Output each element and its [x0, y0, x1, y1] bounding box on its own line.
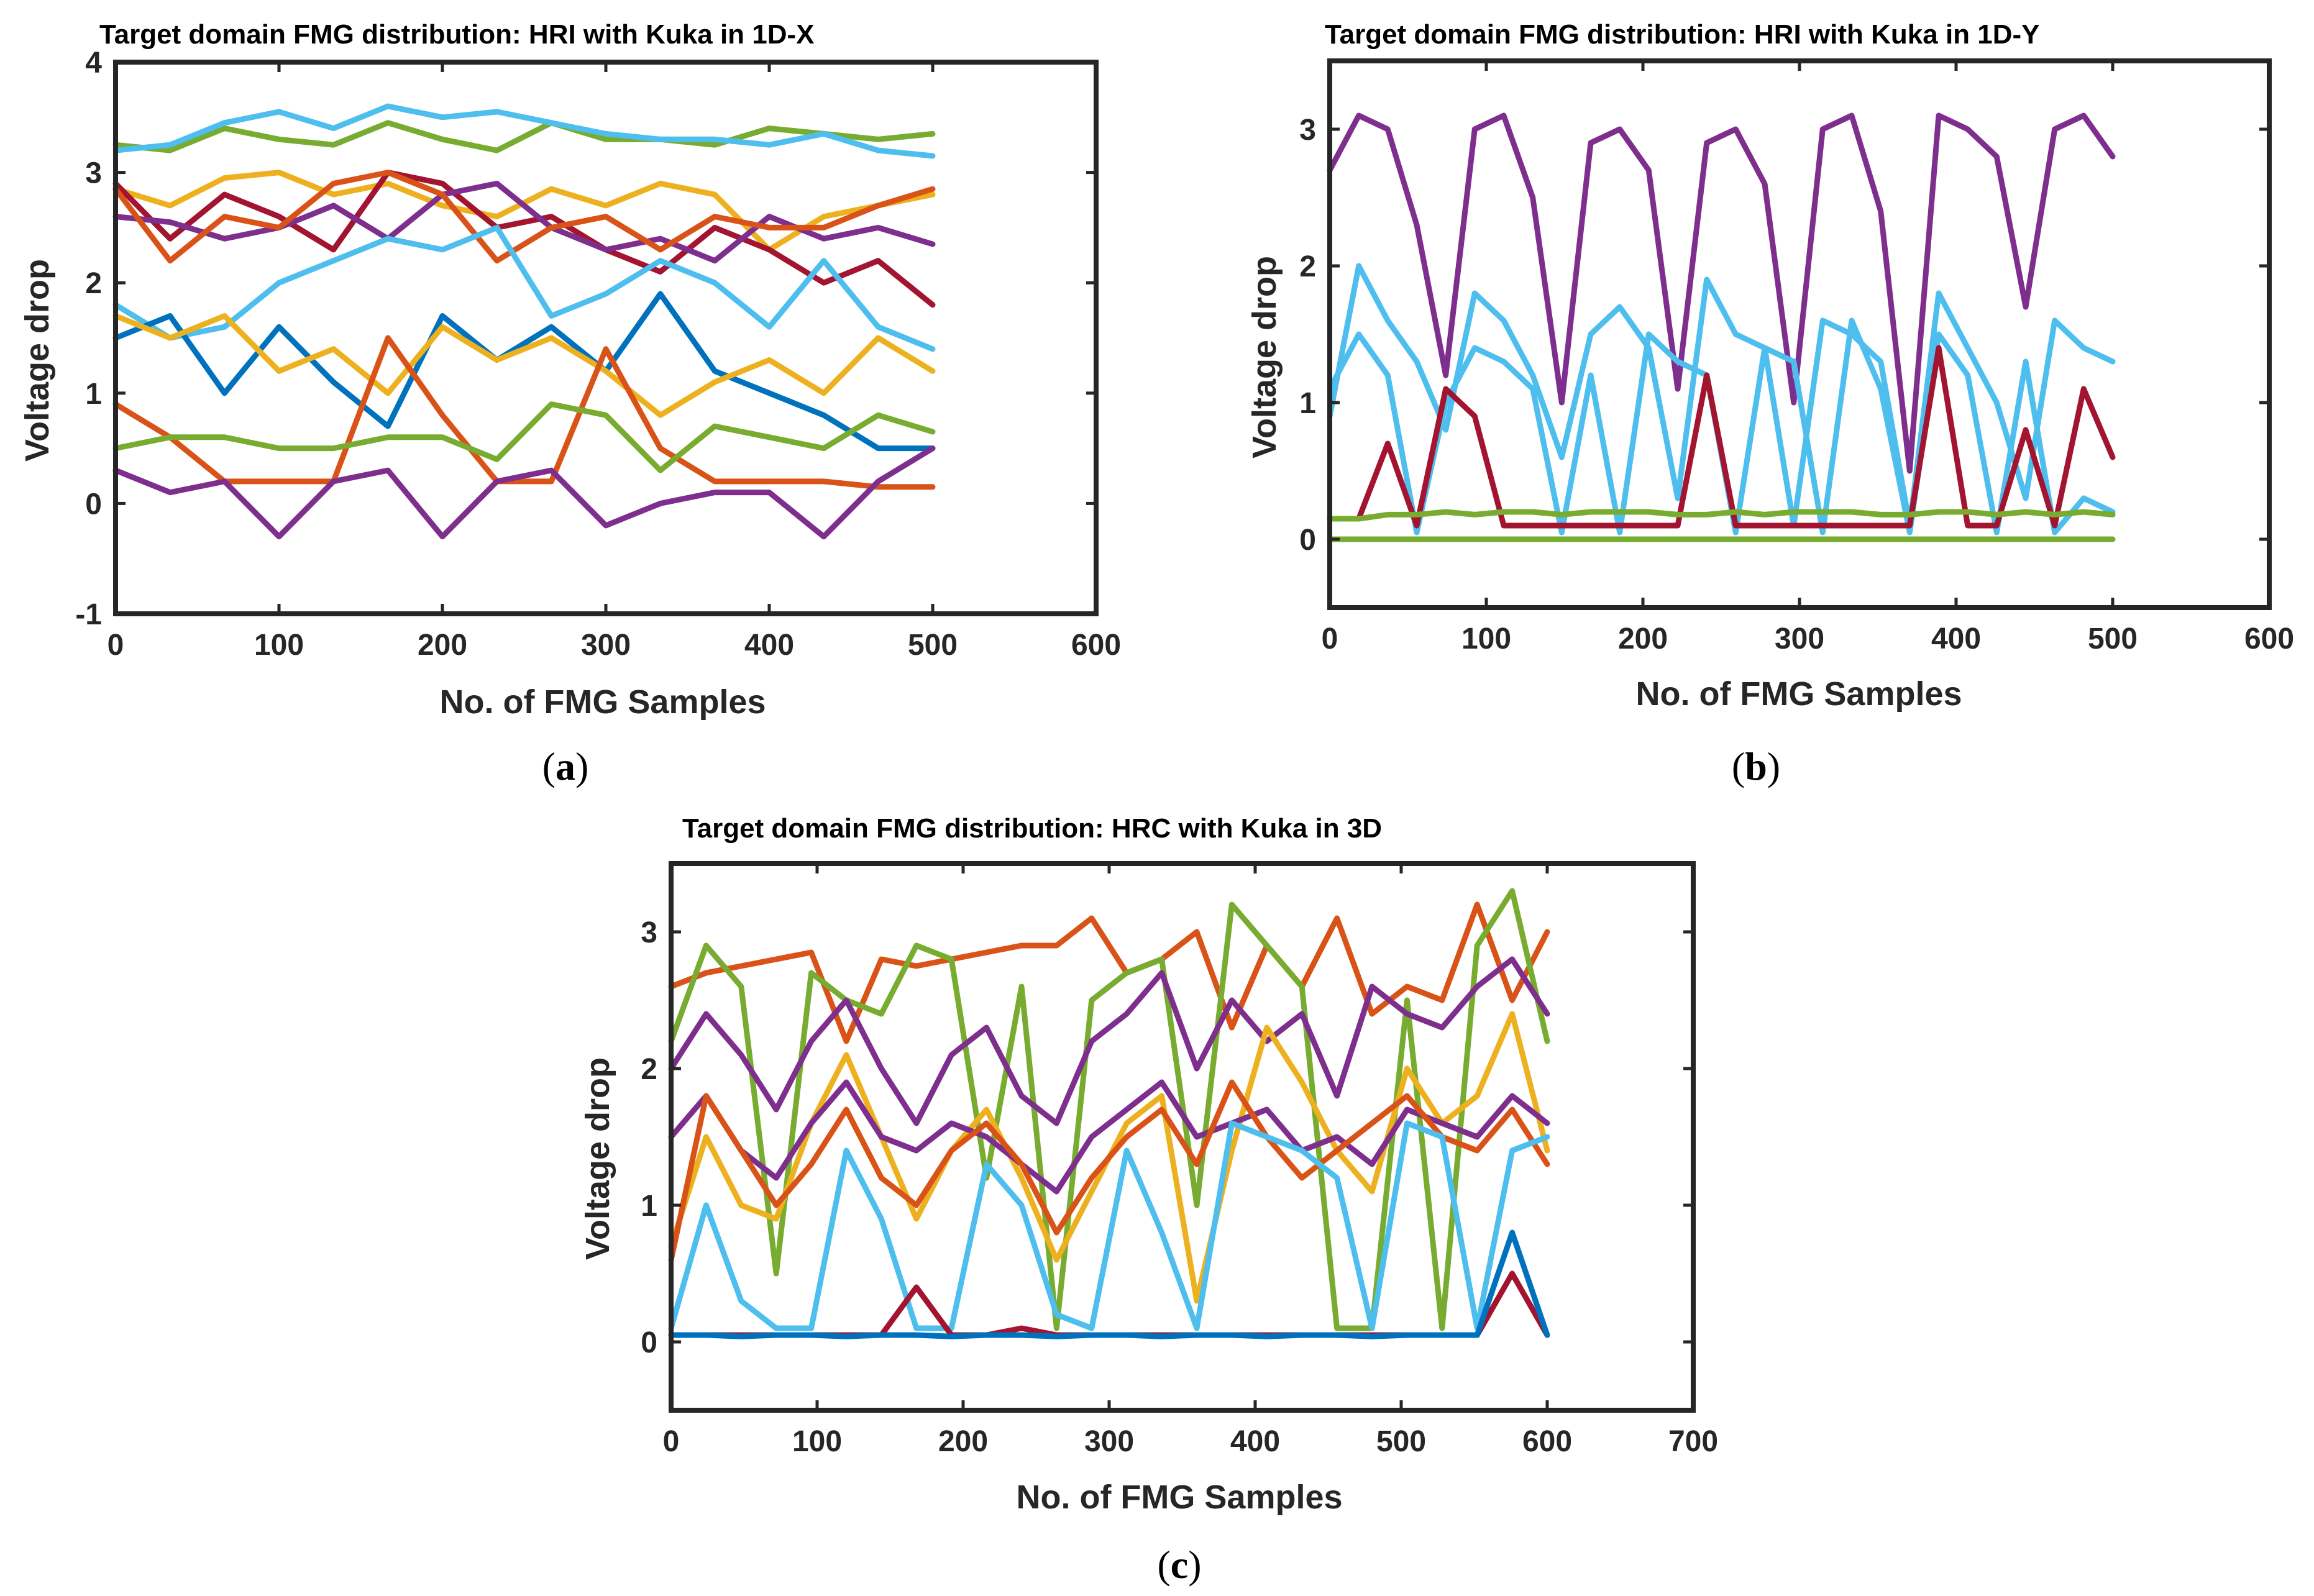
series-line-ch10	[112, 335, 936, 490]
panel-c-xlabel: No. of FMG Samples	[1016, 1479, 1342, 1516]
panel-a-caption-letter: a	[556, 744, 575, 788]
panel-b-plot: 0 100 200 300 400 500 600 0 1 2 3	[1299, 58, 2294, 655]
y-tick-label: 1	[85, 378, 102, 411]
panel-b-caption: (b)	[1732, 744, 1780, 788]
series-line-ch7	[668, 1120, 1550, 1331]
y-tick-label: -1	[75, 598, 102, 631]
x-tick-label: 0	[107, 629, 124, 662]
panel-b-ylabel: Voltage drop	[1246, 256, 1283, 458]
series-line-ch6	[668, 1079, 1550, 1263]
series-line-ch2	[668, 888, 1550, 1331]
series-line-ch6	[112, 170, 936, 264]
panel-b-caption-letter: b	[1745, 744, 1767, 788]
x-tick-label: 300	[1084, 1425, 1134, 1458]
x-tick-label: 700	[1668, 1425, 1718, 1458]
series-line-ch2	[1327, 263, 2116, 529]
y-tick-label: 1	[1299, 387, 1316, 420]
y-tick-label: 0	[641, 1326, 657, 1359]
x-tick-label: 300	[1775, 622, 1824, 655]
series-line-ch1	[112, 120, 936, 153]
panel-b: Target domain FMG distribution: HRI with…	[1246, 19, 2294, 788]
x-tick-label: 600	[1522, 1425, 1572, 1458]
series-line-ch4	[112, 170, 936, 308]
panel-c-plot: 0 100 200 300 400 500 600 700 0 1 2 3	[641, 861, 1718, 1458]
series-line-ch9	[668, 1229, 1550, 1339]
series-line-ch11	[112, 401, 936, 473]
x-tick-label: 400	[1931, 622, 1981, 655]
x-tick-label: 200	[418, 629, 467, 662]
x-tick-label: 400	[1230, 1425, 1280, 1458]
panel-c-title: Target domain FMG distribution: HRC with…	[682, 813, 1382, 844]
x-tick-label: 500	[1376, 1425, 1426, 1458]
panel-c-caption: (c)	[1157, 1543, 1201, 1587]
series-line-ch3	[668, 956, 1550, 1126]
x-tick-label: 400	[744, 629, 794, 662]
series-line-ch1	[668, 901, 1550, 1044]
series-line-ch8	[112, 291, 936, 452]
axes-frame	[669, 861, 1696, 1413]
y-tick-label: 3	[85, 157, 102, 190]
panel-c: Target domain FMG distribution: HRC with…	[579, 813, 1718, 1587]
y-tick-label: 2	[1299, 250, 1316, 283]
x-tick-label: 200	[1618, 622, 1668, 655]
x-tick-label: 200	[938, 1425, 988, 1458]
x-tick-label: 100	[792, 1425, 842, 1458]
panel-a-xlabel: No. of FMG Samples	[439, 683, 766, 721]
y-tick-label: 2	[641, 1053, 657, 1086]
series-line-ch1	[1327, 112, 2116, 474]
series-line-ch5	[1327, 509, 2116, 522]
axes-frame	[113, 60, 1099, 616]
x-tick-label: 600	[1071, 629, 1121, 662]
series-line-ch5	[668, 1079, 1550, 1195]
y-tick-label: 3	[641, 916, 657, 949]
y-tick-label: 3	[1299, 114, 1316, 147]
panel-a-ylabel: Voltage drop	[19, 259, 56, 462]
series-line-ch12	[112, 445, 936, 540]
x-tick-label: 300	[581, 629, 631, 662]
y-tick-label: 4	[85, 47, 102, 80]
panel-c-caption-letter: c	[1171, 1543, 1188, 1587]
panel-a-title: Target domain FMG distribution: HRI with…	[99, 19, 815, 50]
panel-a-caption: (a)	[542, 744, 589, 788]
series-line-ch4	[1327, 345, 2116, 529]
x-tick-label: 100	[254, 629, 304, 662]
panel-c-ylabel: Voltage drop	[579, 1057, 616, 1260]
x-tick-label: 500	[2088, 622, 2138, 655]
x-tick-label: 100	[1461, 622, 1511, 655]
series-line-ch9	[112, 313, 936, 418]
panel-b-title: Target domain FMG distribution: HRI with…	[1325, 19, 2040, 50]
y-tick-label: 2	[85, 267, 102, 300]
y-tick-label: 0	[85, 488, 102, 521]
x-tick-label: 0	[1322, 622, 1338, 655]
panel-a: Target domain FMG distribution: HRI with…	[19, 19, 1121, 788]
panel-b-xlabel: No. of FMG Samples	[1635, 675, 1962, 713]
y-tick-label: 0	[1299, 524, 1316, 557]
y-tick-label: 1	[641, 1190, 657, 1223]
x-tick-label: 0	[663, 1425, 680, 1458]
series-line-ch2	[112, 103, 936, 159]
x-tick-label: 600	[2244, 622, 2294, 655]
series-line-ch7	[112, 224, 936, 352]
x-tick-label: 500	[908, 629, 958, 662]
